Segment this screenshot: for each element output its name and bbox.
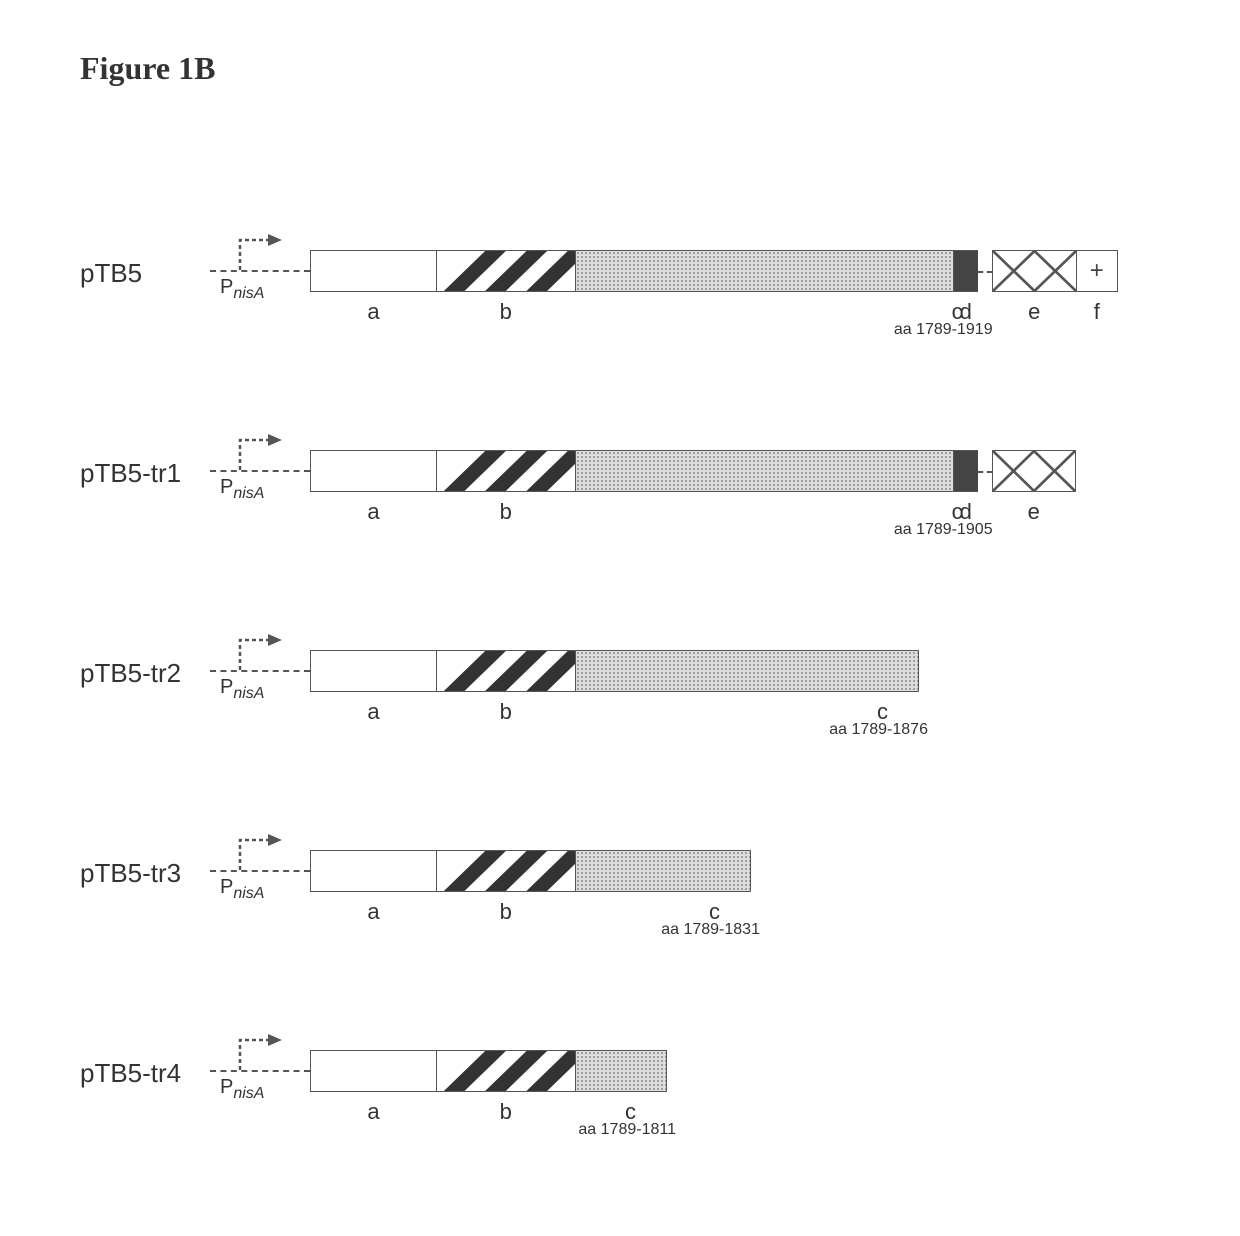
promoter-label: PnisA bbox=[220, 1076, 264, 1103]
construct-row: pTB5PnisAabcaa 1789-1919def+ bbox=[80, 230, 1160, 410]
promoter-label: PnisA bbox=[220, 476, 264, 503]
segment-c: caa 1789-1811 bbox=[575, 1050, 667, 1092]
segment-label: b bbox=[437, 699, 575, 725]
construct-row: pTB5-tr4 PnisA abcaa 1789-1811 bbox=[80, 1030, 1160, 1210]
promoter-label: PnisA bbox=[220, 276, 264, 303]
crosshatch-icon bbox=[993, 451, 1075, 491]
segment-f: f+ bbox=[1076, 250, 1118, 292]
diagonal-stripe-icon bbox=[437, 651, 575, 691]
segment-b: b bbox=[436, 650, 575, 692]
segment-c-range: aa 1789-1811 bbox=[578, 1121, 676, 1139]
construct-name: pTB5 bbox=[80, 258, 142, 289]
segments: abcaa 1789-1831 bbox=[310, 850, 751, 892]
constructs-container: pTB5PnisAabcaa 1789-1919def+pTB5-tr1Pnis… bbox=[80, 230, 1160, 1230]
segment-label: a bbox=[311, 499, 436, 525]
segment-c: caa 1789-1831 bbox=[575, 850, 751, 892]
segment-b: b bbox=[436, 250, 575, 292]
segment-a: a bbox=[310, 250, 436, 292]
segment-e: e bbox=[992, 450, 1076, 492]
segment-label: d bbox=[954, 499, 978, 525]
segments: abcaa 1789-1905de bbox=[310, 450, 1076, 492]
segments: abcaa 1789-1919def+ bbox=[310, 250, 1118, 292]
promoter-arrow-icon bbox=[230, 824, 290, 879]
segment-label: a bbox=[311, 899, 436, 925]
segment-b: b bbox=[436, 450, 575, 492]
segment-b: b bbox=[436, 850, 575, 892]
construct-row: pTB5-tr2 PnisA abcaa 1789-1876 bbox=[80, 630, 1160, 810]
segment-label: a bbox=[311, 699, 436, 725]
construct-row: pTB5-tr3 PnisA abcaa 1789-1831 bbox=[80, 830, 1160, 1010]
segment-b: b bbox=[436, 1050, 575, 1092]
diagonal-stripe-icon bbox=[437, 251, 575, 291]
segment-label: b bbox=[437, 899, 575, 925]
segment-label: b bbox=[437, 1099, 575, 1125]
figure-title: Figure 1B bbox=[80, 50, 215, 87]
plus-icon: + bbox=[1077, 257, 1117, 285]
construct-name: pTB5-tr2 bbox=[80, 658, 181, 689]
construct-name: pTB5-tr3 bbox=[80, 858, 181, 889]
diagonal-stripe-icon bbox=[437, 451, 575, 491]
promoter-label: PnisA bbox=[220, 676, 264, 703]
linker-gap bbox=[978, 450, 992, 492]
segment-d: d bbox=[953, 450, 978, 492]
segment-c-range: aa 1789-1831 bbox=[661, 921, 760, 939]
segment-label: a bbox=[311, 299, 436, 325]
promoter-arrow-icon bbox=[230, 424, 290, 479]
segment-label: d bbox=[954, 299, 978, 325]
segment-c: caa 1789-1905 bbox=[575, 450, 953, 492]
diagonal-stripe-icon bbox=[437, 1051, 575, 1091]
construct-row: pTB5-tr1 PnisA abcaa 1789-1905de bbox=[80, 430, 1160, 610]
promoter-arrow-icon bbox=[230, 1024, 290, 1079]
construct-name: pTB5-tr1 bbox=[80, 458, 181, 489]
segment-c: caa 1789-1876 bbox=[575, 650, 919, 692]
diagonal-stripe-icon bbox=[437, 851, 575, 891]
promoter-arrow-icon bbox=[230, 224, 290, 279]
segment-a: a bbox=[310, 650, 436, 692]
promoter-label: PnisA bbox=[220, 876, 264, 903]
segment-c: caa 1789-1919 bbox=[575, 250, 953, 292]
segment-c-range: aa 1789-1876 bbox=[829, 721, 928, 739]
segment-a: a bbox=[310, 850, 436, 892]
segment-label: b bbox=[437, 499, 575, 525]
construct-name: pTB5-tr4 bbox=[80, 1058, 181, 1089]
segment-e: e bbox=[992, 250, 1076, 292]
segments: abcaa 1789-1811 bbox=[310, 1050, 667, 1092]
promoter-arrow-icon bbox=[230, 624, 290, 679]
segment-d: d bbox=[953, 250, 978, 292]
segment-label: e bbox=[993, 299, 1076, 325]
crosshatch-icon bbox=[993, 251, 1076, 291]
segment-label: a bbox=[311, 1099, 436, 1125]
segment-a: a bbox=[310, 1050, 436, 1092]
linker-gap bbox=[978, 250, 992, 292]
segment-a: a bbox=[310, 450, 436, 492]
segment-label: e bbox=[993, 499, 1075, 525]
segments: abcaa 1789-1876 bbox=[310, 650, 919, 692]
segment-label: f bbox=[1077, 299, 1117, 325]
segment-label: b bbox=[437, 299, 575, 325]
